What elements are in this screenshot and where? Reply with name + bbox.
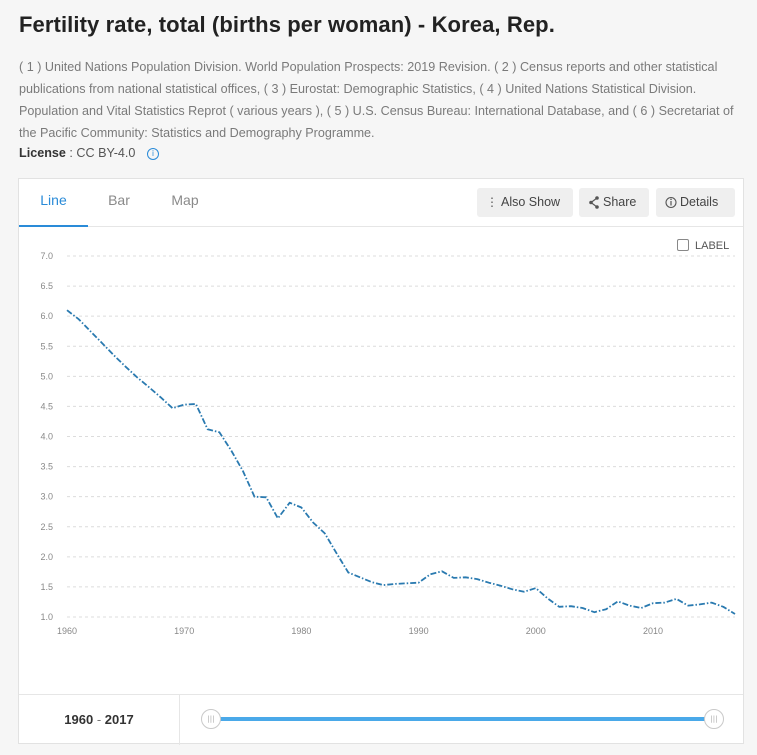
range-footer: 1960 - 2017 ||| ||| — [19, 694, 743, 745]
chart-panel: Line Bar Map ⋮ Also Show Share Details L… — [18, 178, 744, 745]
y-tick-label: 4.0 — [40, 432, 53, 442]
label-toggle[interactable]: LABEL — [677, 239, 729, 252]
y-tick-label: 4.5 — [40, 401, 53, 411]
y-tick-label: 3.5 — [40, 462, 53, 472]
details-button[interactable]: Details — [656, 188, 735, 217]
y-tick-label: 6.5 — [40, 281, 53, 291]
license-label: License — [19, 146, 66, 160]
share-icon — [588, 188, 600, 228]
label-toggle-text: LABEL — [695, 240, 730, 252]
line-chart: 1.0 1.5 2.0 2.5 3.0 3.5 4.0 4.5 5.0 5.5 6.0 6.5 7.0 1… — [40, 251, 736, 636]
share-label: Share — [603, 195, 637, 209]
page-title: Fertility rate, total (births per woman)… — [19, 12, 555, 37]
range-end-handle[interactable]: ||| — [704, 709, 724, 729]
series-line — [66, 309, 736, 615]
range-start-handle[interactable]: ||| — [201, 709, 221, 729]
license-value: : CC BY-4.0 — [69, 146, 136, 160]
y-tick-label: 2.5 — [40, 522, 53, 532]
year-range-slider[interactable] — [211, 717, 715, 721]
info-icon — [665, 188, 677, 228]
range-end: 2017 — [104, 712, 134, 727]
x-tick-label: 1990 — [409, 626, 429, 636]
year-range-label: 1960 - 2017 — [19, 695, 180, 745]
range-start: 1960 — [64, 712, 94, 727]
label-checkbox[interactable] — [677, 239, 689, 251]
x-tick-label: 1980 — [291, 626, 311, 636]
source-note: ( 1 ) United Nations Population Division… — [19, 60, 734, 140]
y-tick-label: 1.0 — [40, 612, 53, 622]
x-tick-label: 1970 — [174, 626, 194, 636]
range-separator: - — [93, 712, 105, 727]
tab-line[interactable]: Line — [19, 179, 88, 227]
y-tick-label: 1.5 — [40, 582, 53, 592]
share-button[interactable]: Share — [579, 188, 649, 217]
y-tick-label: 5.0 — [40, 371, 53, 381]
x-tick-label: 2010 — [643, 626, 663, 636]
x-tick-label: 2000 — [526, 626, 546, 636]
view-tabs: Line Bar Map ⋮ Also Show Share Details — [19, 179, 743, 227]
license-line: License : CC BY-4.0 i — [19, 146, 159, 160]
tab-map[interactable]: Map — [171, 192, 199, 208]
also-show-label: Also Show — [501, 195, 561, 209]
also-show-button[interactable]: ⋮ Also Show — [477, 188, 573, 217]
vertical-dots-icon: ⋮ — [486, 195, 498, 209]
y-tick-label: 2.0 — [40, 552, 53, 562]
y-tick-label: 5.5 — [40, 341, 53, 351]
info-icon[interactable]: i — [146, 148, 159, 160]
y-tick-label: 7.0 — [40, 251, 53, 261]
tab-bar[interactable]: Bar — [108, 192, 130, 208]
y-tick-label: 6.0 — [40, 311, 53, 321]
details-label: Details — [680, 195, 719, 209]
x-tick-label: 1960 — [57, 626, 77, 636]
y-tick-label: 3.0 — [40, 492, 53, 502]
